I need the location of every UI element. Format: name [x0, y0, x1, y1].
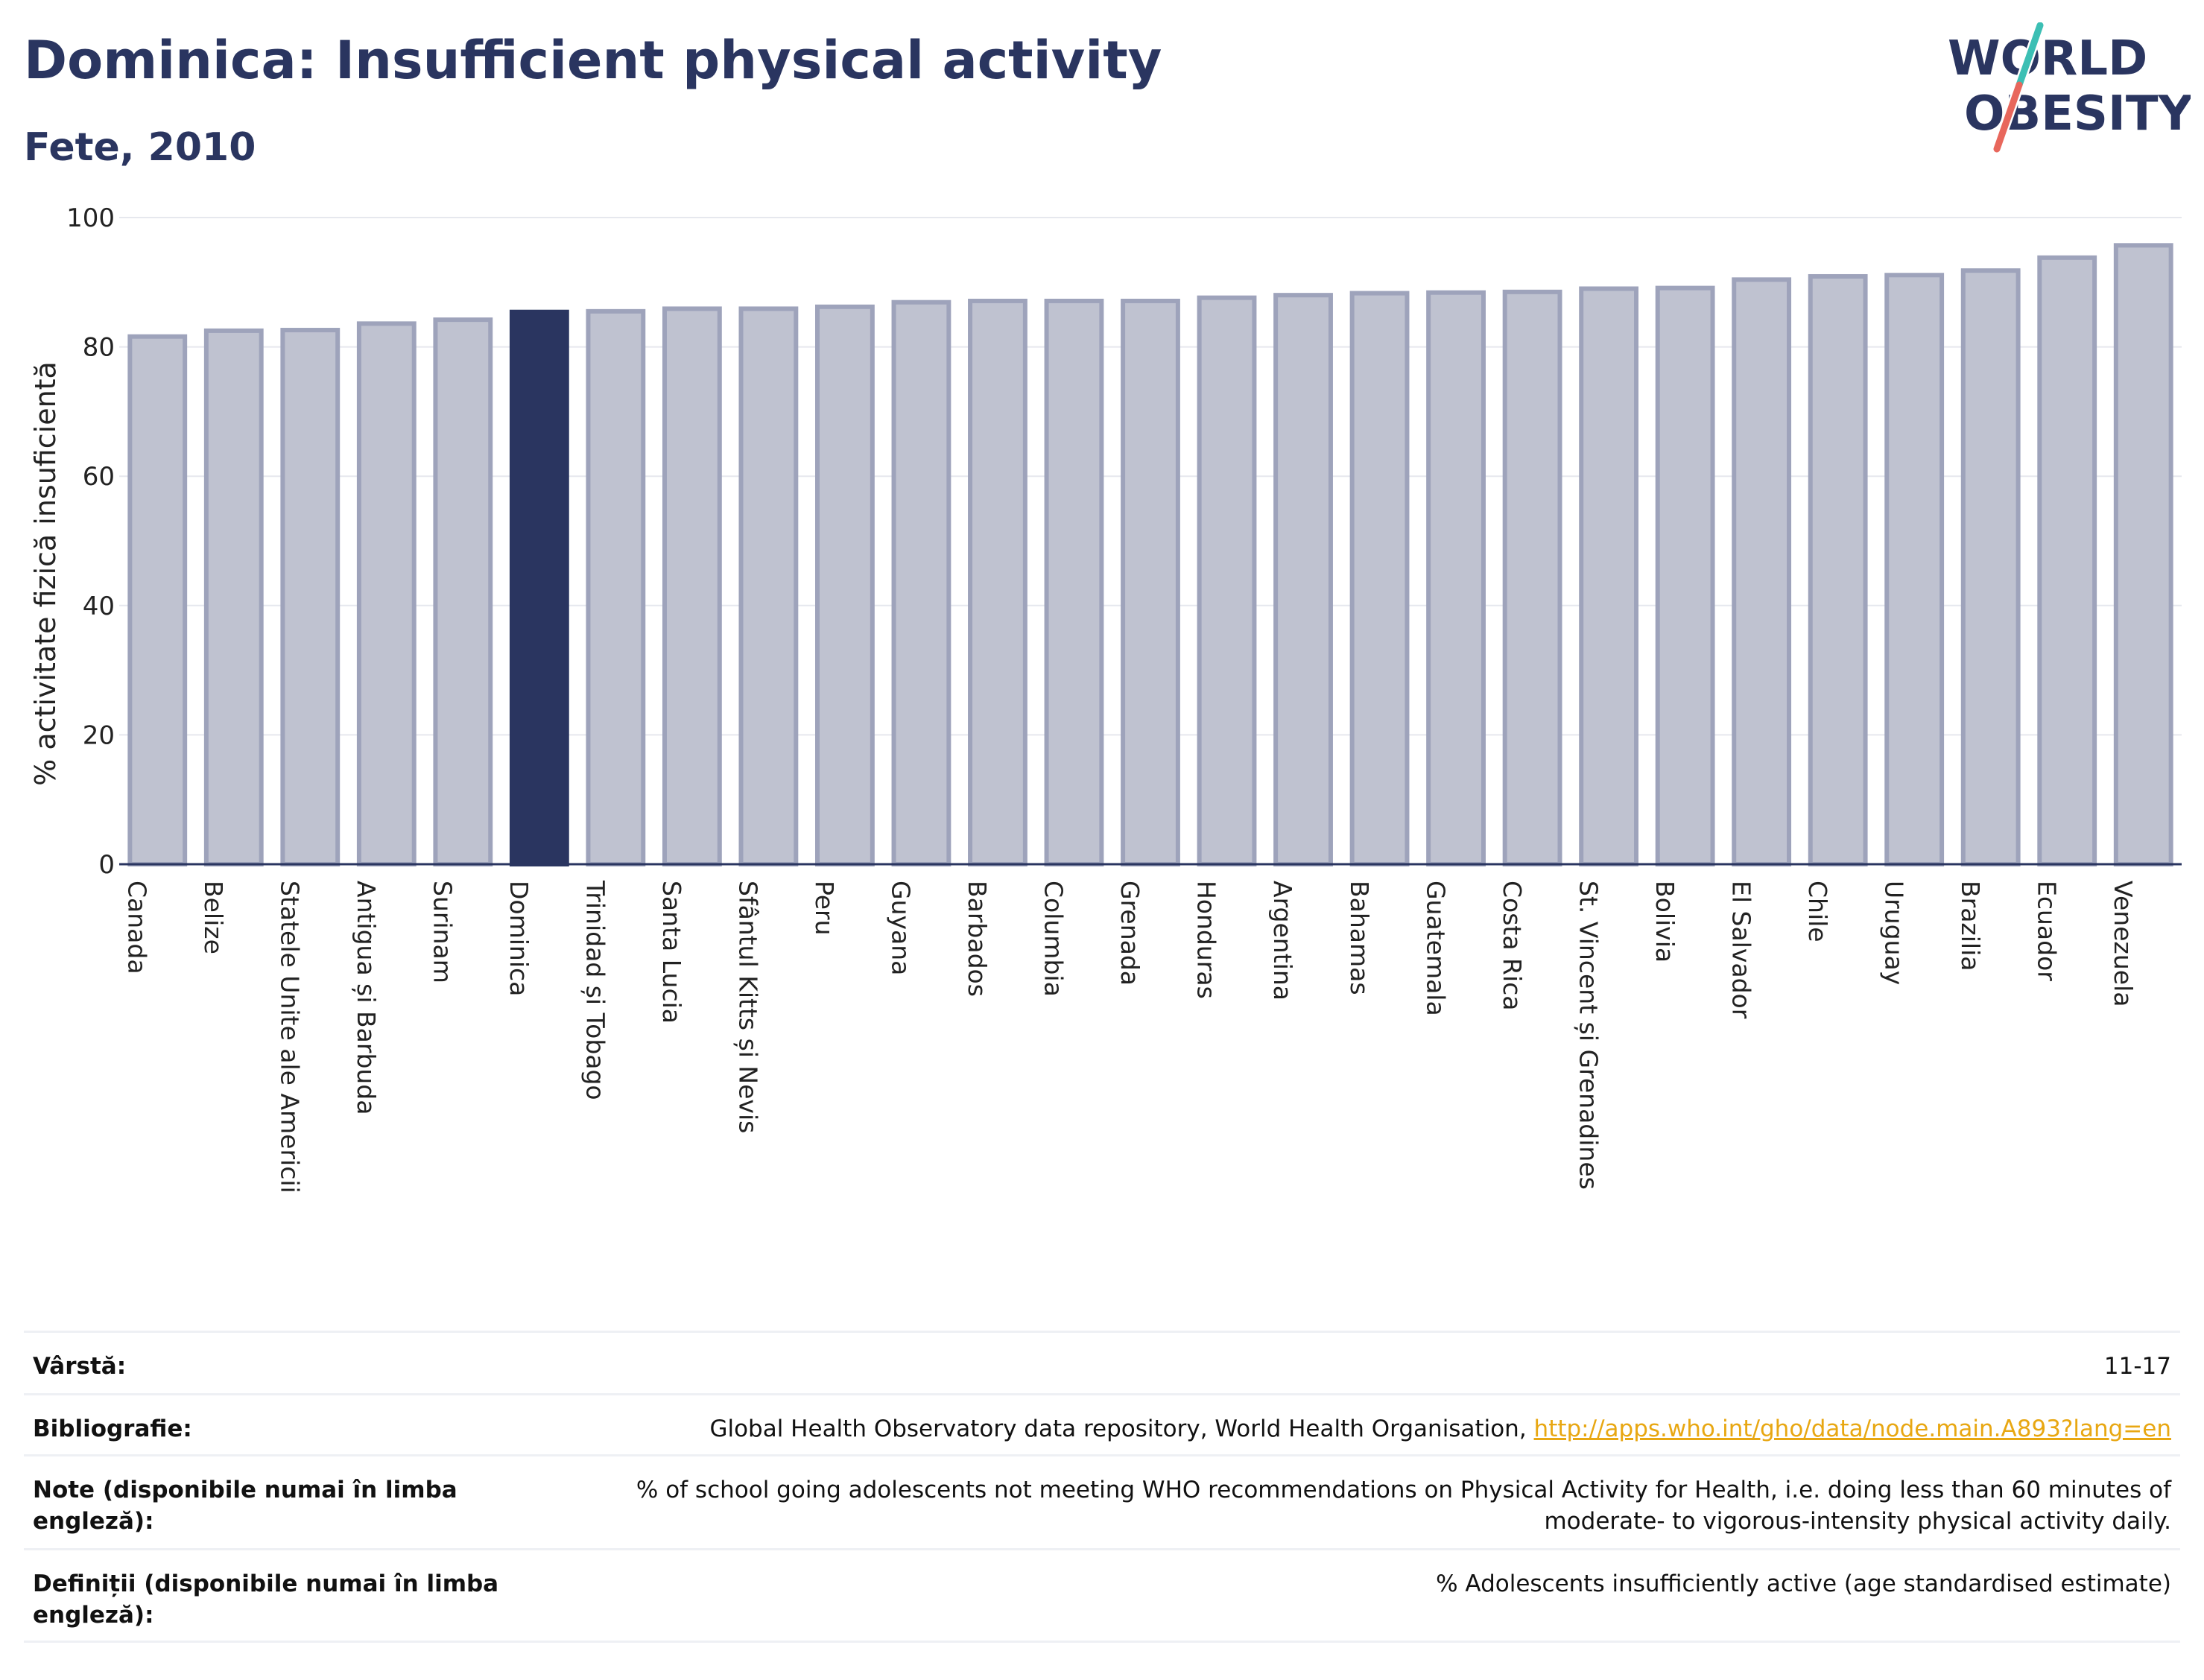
x-tick-label: Guatemala — [1421, 881, 1450, 1016]
x-tick-label: Barbados — [963, 881, 992, 997]
x-tick-label: Santa Lucia — [657, 881, 686, 1024]
logo-slash-teal — [2015, 22, 2044, 89]
x-tick-label: Honduras — [1192, 881, 1221, 999]
bar — [1579, 286, 1639, 867]
bibliography-value: Global Health Observatory data repositor… — [554, 1413, 2171, 1445]
bar — [1655, 285, 1715, 866]
age-label: Vârstă: — [33, 1353, 127, 1380]
x-tick-label: St. Vincent și Grenadines — [1574, 881, 1603, 1190]
notes-value: % of school going adolescents not meetin… — [636, 1477, 2171, 1535]
bar — [1121, 298, 1180, 866]
bar — [891, 299, 951, 866]
bar — [1884, 273, 1945, 866]
bar — [280, 328, 341, 867]
x-tick-label: El Salvador — [1726, 881, 1755, 1019]
category-labels: Canada Belize Statele Unite ale Americii An… — [122, 880, 2137, 1194]
x-tick-label: Statele Unite ale Americii — [275, 881, 304, 1194]
bar — [815, 304, 875, 866]
metadata-table: Vârstă: 11-17 Bibliografie: Global Healt… — [24, 1331, 2180, 1643]
bar — [1502, 289, 1562, 866]
x-tick-label: Sfântul Kitts și Nevis — [734, 881, 763, 1133]
bar — [968, 298, 1027, 866]
x-tick-label: Uruguay — [1879, 881, 1908, 985]
bar-highlight — [509, 309, 569, 866]
bar — [1349, 291, 1410, 866]
bar — [586, 308, 646, 866]
definitions-value: % Adolescents insufficiently active (age… — [1436, 1570, 2171, 1597]
x-tick-label: Brazilia — [1956, 881, 1985, 971]
bibliography-link[interactable]: http://apps.who.int/gho/data/node.main.A… — [1533, 1416, 2171, 1442]
bar — [1197, 295, 1257, 866]
x-tick-label: Dominica — [504, 881, 533, 996]
notes-label: Note (disponibile numai în limba engleză… — [33, 1477, 457, 1535]
x-tick-label: Venezuela — [2109, 881, 2138, 1007]
logo-slash-red — [1993, 81, 2023, 153]
bar — [1273, 293, 1333, 867]
x-tick-label: Peru — [810, 881, 839, 936]
x-tick-label: Bahamas — [1345, 881, 1374, 995]
x-tick-label: Costa Rica — [1498, 881, 1527, 1011]
x-tick-label: Grenada — [1115, 881, 1144, 986]
y-tick-label: 100 — [66, 203, 115, 233]
world-obesity-logo: WORLD OBESITY — [1948, 22, 2191, 153]
bar — [2113, 243, 2173, 867]
x-tick-label: Canada — [122, 881, 151, 974]
meta-row-age: Vârstă: 11-17 — [24, 1331, 2180, 1393]
meta-bottom-border — [24, 1641, 2180, 1643]
meta-row-notes: Note (disponibile numai în limba engleză… — [24, 1454, 2180, 1548]
y-tick-label: 0 — [98, 850, 115, 880]
age-value: 11-17 — [2103, 1353, 2171, 1380]
x-tick-label: Guyana — [887, 881, 916, 975]
x-tick-label: Ecuador — [2032, 881, 2061, 981]
x-tick-label: Bolivia — [1650, 881, 1679, 963]
bar — [203, 328, 264, 866]
x-tick-label: Chile — [1803, 881, 1832, 942]
x-tick-label: Trinidad și Tobago — [581, 880, 610, 1100]
y-axis-label: % activitate fizică insuficientă — [29, 361, 62, 786]
x-tick-label: Argentina — [1268, 881, 1297, 1001]
bar — [1732, 277, 1792, 866]
bar — [127, 334, 188, 867]
bar-chart: 0 20 40 60 80 100 Canada Belize Statele Unite a… — [29, 203, 2182, 1194]
bar — [1044, 298, 1104, 866]
x-tick-label: Antigua și Barbuda — [352, 881, 381, 1115]
bar — [2037, 255, 2097, 867]
page-title: Dominica: Insufficient physical activity — [24, 30, 1162, 91]
bar — [1808, 273, 1868, 867]
x-tick-label: Surinam — [428, 881, 457, 983]
bar — [662, 306, 722, 866]
bar — [356, 321, 417, 866]
y-tick-label: 60 — [83, 462, 115, 492]
definitions-label: Definiții (disponibile numai în limba en… — [33, 1570, 499, 1629]
bibliography-text: Global Health Observatory data repositor… — [709, 1416, 1534, 1442]
bar — [1426, 290, 1486, 866]
y-tick-label: 80 — [83, 333, 115, 363]
x-tick-label: Belize — [199, 881, 228, 954]
page-subtitle: Fete, 2010 — [24, 125, 256, 170]
bar — [1960, 268, 2021, 866]
y-tick-label: 40 — [83, 592, 115, 621]
bibliography-label: Bibliografie: — [33, 1416, 192, 1442]
y-tick-label: 20 — [83, 720, 115, 750]
axes: 0 20 40 60 80 100 — [66, 203, 2182, 880]
bar — [738, 306, 799, 866]
meta-row-definitions: Definiții (disponibile numai în limba en… — [24, 1548, 2180, 1641]
bar — [433, 317, 493, 867]
x-tick-label: Columbia — [1039, 881, 1068, 997]
bars — [127, 243, 2173, 867]
logo-line1: WORLD — [1948, 31, 2147, 86]
meta-row-bibliography: Bibliografie: Global Health Observatory … — [24, 1393, 2180, 1454]
